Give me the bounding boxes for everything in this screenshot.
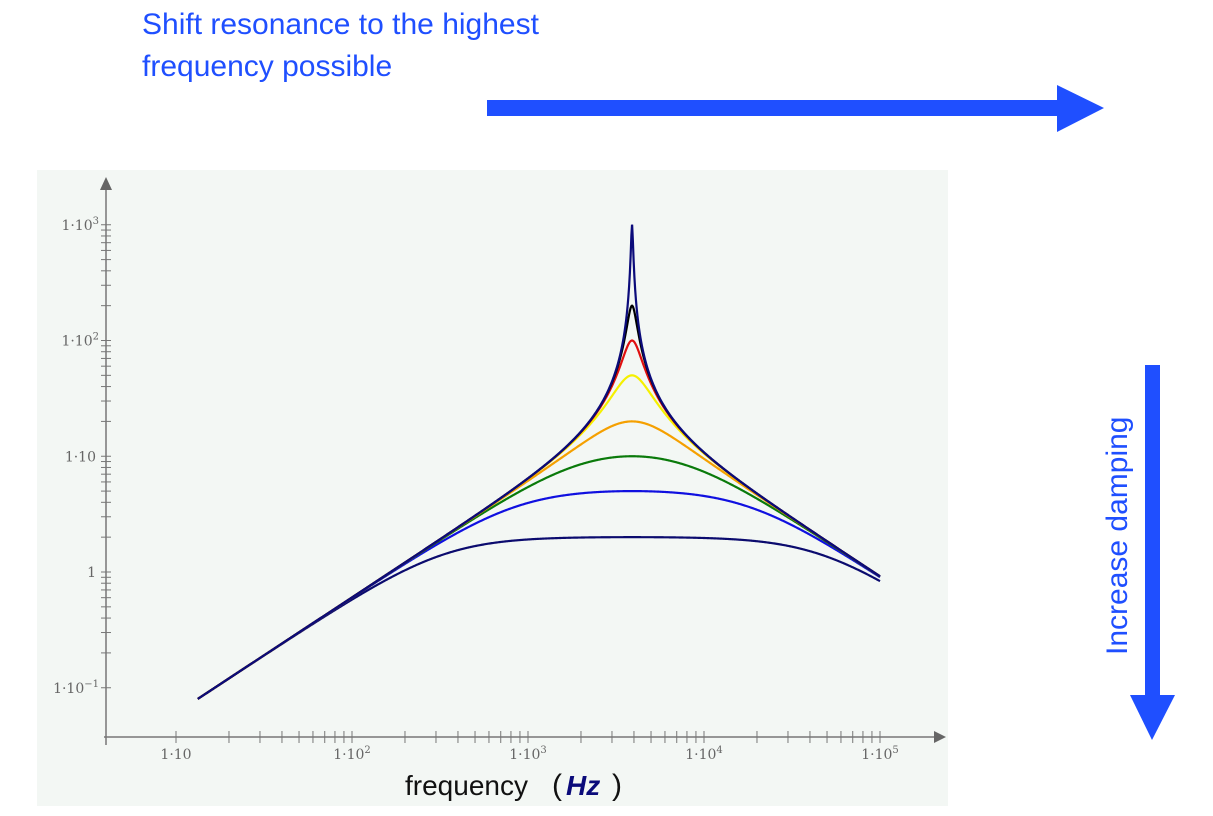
title-line-2: frequency possible — [142, 50, 393, 83]
x-tick-label: 1·105 — [861, 745, 899, 763]
right-arrow — [487, 85, 1104, 132]
down-arrow — [1130, 365, 1175, 740]
curves — [197, 224, 881, 700]
x-tick-label: 1·104 — [685, 745, 723, 763]
increase-damping-label: Increase damping — [1101, 416, 1134, 655]
y-axis-arrow-icon — [100, 177, 112, 190]
annotation-title: Shift resonance to the highest frequency… — [142, 4, 539, 88]
x-unit-paren-close: ) — [612, 769, 622, 802]
title-line-1: Shift resonance to the highest — [142, 8, 539, 41]
x-tick-labels: 1·10 1·102 1·103 1·104 1·105 — [160, 745, 898, 763]
x-tick-label: 1·10 — [160, 747, 191, 763]
y-tick-labels: 1·103 1·102 1·10 1 1·10−1 — [53, 216, 99, 697]
y-tick-label: 1·10−1 — [53, 679, 99, 697]
x-tick-label: 1·103 — [509, 745, 547, 763]
series-line-peak-1000 — [197, 224, 881, 700]
y-tick-label: 1 — [87, 565, 96, 581]
x-tick-label: 1·102 — [333, 745, 371, 763]
y-tick-label: 1·10 — [65, 449, 96, 465]
axes — [100, 177, 946, 745]
x-unit-paren-open: ( — [552, 769, 562, 802]
x-axis-unit: Hz — [566, 770, 600, 801]
x-axis-label: frequency — [405, 770, 528, 801]
y-tick-label: 1·103 — [61, 216, 99, 234]
plot-background — [37, 170, 948, 806]
y-tick-label: 1·102 — [61, 332, 99, 350]
x-axis-arrow-icon — [934, 731, 946, 743]
